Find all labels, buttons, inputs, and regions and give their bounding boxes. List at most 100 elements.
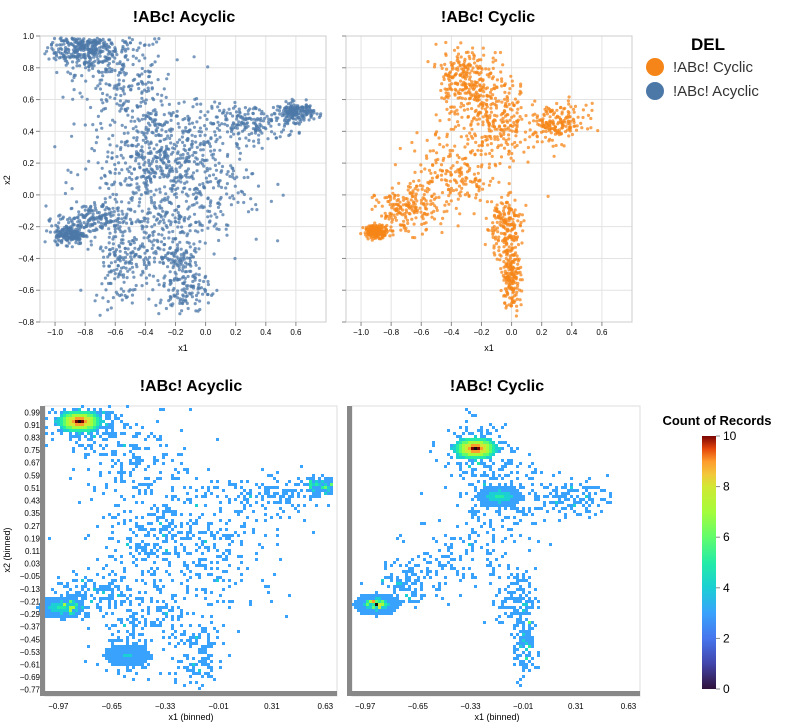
data-point [502, 146, 507, 150]
data-point [147, 210, 151, 215]
heat-cell [243, 507, 246, 510]
heat-cell [150, 432, 153, 435]
data-point [230, 166, 234, 170]
data-point [438, 119, 442, 123]
heat-cell [261, 504, 264, 507]
heat-cell [102, 576, 105, 579]
data-point [174, 276, 178, 280]
data-point [440, 66, 444, 70]
heat-cell [120, 465, 123, 468]
data-point [168, 257, 172, 261]
data-point [187, 224, 192, 228]
data-point [91, 46, 95, 50]
data-point [158, 260, 162, 264]
data-point [134, 283, 138, 288]
heat-cell [207, 468, 210, 471]
heat-cell [93, 408, 96, 411]
data-point [140, 117, 144, 121]
data-point [254, 126, 258, 130]
data-point [276, 116, 280, 120]
data-point [106, 273, 110, 277]
heat-cell [312, 489, 315, 492]
heat-cell [135, 579, 138, 582]
data-point [100, 214, 104, 218]
data-point [516, 262, 520, 266]
data-point [487, 166, 491, 170]
data-point [515, 111, 519, 115]
heat-cell [324, 486, 327, 489]
data-point [453, 112, 457, 116]
heat-cell [327, 492, 330, 495]
data-point [119, 269, 123, 274]
data-point [213, 100, 217, 104]
heat-cell [120, 555, 123, 558]
data-point [506, 278, 510, 282]
data-point [164, 306, 168, 311]
data-point [87, 159, 91, 163]
data-point [122, 79, 126, 83]
heat-cell [60, 417, 63, 420]
heat-cell [111, 432, 114, 435]
heat-cell [99, 411, 102, 414]
data-point [75, 224, 80, 228]
data-point [476, 122, 480, 126]
data-point [149, 112, 153, 116]
heat-cell [156, 459, 159, 462]
data-point [111, 60, 115, 64]
data-point [465, 134, 469, 138]
data-point [288, 101, 292, 105]
data-point [113, 96, 117, 101]
data-point [495, 135, 499, 139]
data-point [481, 94, 485, 98]
data-point [86, 39, 90, 43]
heat-cell [114, 489, 117, 492]
heat-cell [135, 522, 138, 525]
data-point [257, 138, 261, 142]
data-point [488, 151, 492, 156]
data-point [137, 185, 141, 189]
data-point [375, 230, 379, 234]
data-point [412, 222, 416, 226]
data-point [454, 72, 458, 76]
data-point [127, 36, 131, 40]
data-point [214, 168, 219, 172]
data-point [186, 194, 190, 198]
heat-cell [264, 492, 267, 495]
data-point [123, 255, 128, 259]
heat-cell [159, 522, 162, 525]
heat-cell [66, 426, 69, 429]
heat-cell [189, 513, 192, 516]
heat-cell [111, 537, 114, 540]
data-point [516, 243, 521, 247]
heat-cell [63, 411, 66, 414]
heat-cell [183, 549, 186, 552]
data-point [485, 105, 489, 109]
data-point [402, 219, 406, 223]
data-point [178, 262, 182, 266]
heat-cell [132, 462, 135, 465]
data-point [150, 130, 154, 134]
data-point [265, 114, 269, 118]
heat-cell [162, 525, 165, 528]
data-point [174, 272, 178, 276]
heat-cell [159, 444, 162, 447]
heat-cell [69, 414, 72, 417]
x-tick-label: 0.0 [200, 328, 212, 337]
heat-cell [66, 585, 69, 588]
data-point [159, 166, 163, 170]
legend-swatch-cyclic [646, 58, 664, 76]
data-point [254, 106, 258, 110]
heat-cell [93, 450, 96, 453]
data-point [507, 102, 511, 106]
data-point [559, 131, 564, 136]
data-point [221, 141, 225, 146]
data-point [495, 207, 499, 211]
data-point [473, 178, 477, 182]
data-point [122, 92, 126, 96]
data-point [516, 219, 520, 223]
data-point [384, 227, 389, 232]
heat-cell [102, 447, 105, 450]
heat-cell [108, 435, 111, 438]
data-point [153, 124, 157, 128]
data-point [144, 136, 148, 141]
